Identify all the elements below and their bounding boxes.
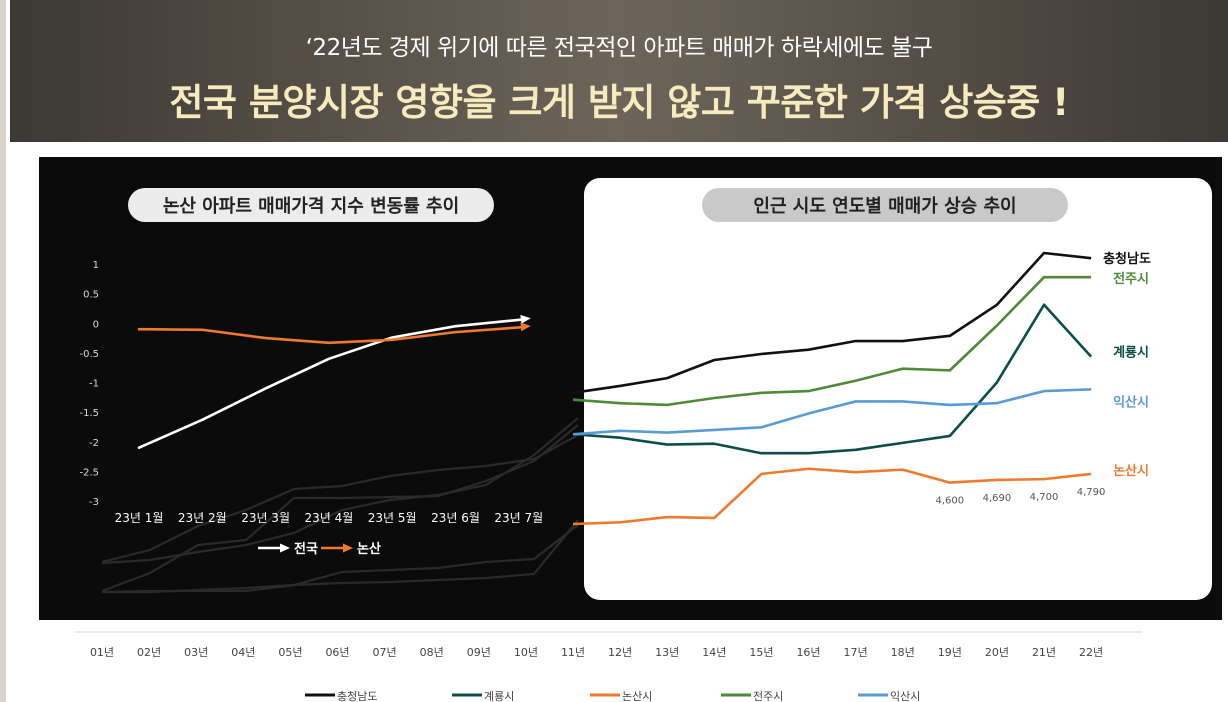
bottom-x-tick-label: 20년 xyxy=(985,646,1009,659)
bottom-x-tick-label: 11년 xyxy=(561,646,585,659)
right-series-label: 충청남도 xyxy=(1103,251,1151,267)
right-series-label: 익산시 xyxy=(1113,394,1149,410)
point-labels: 4,600 4,690 4,700 4,790 xyxy=(935,487,1105,507)
right-series-label: 계룡시 xyxy=(1113,346,1149,361)
left-chart-title-pill xyxy=(128,188,494,222)
left-y-tick-label: -3 xyxy=(89,497,99,508)
bottom-legend-label: 계룡시 xyxy=(484,690,514,702)
bottom-x-tick-label: 09년 xyxy=(467,646,491,659)
bottom-x-tick-label: 07년 xyxy=(373,646,397,659)
header-subtitle: ‘22년도 경제 위기에 따른 전국적인 아파트 매매가 하락세에도 불구 xyxy=(305,35,933,61)
ghost-line-0 xyxy=(101,434,579,564)
bottom-x-tick-label: 01년 xyxy=(90,646,114,659)
left-y-tick-label: -1 xyxy=(89,379,99,390)
bottom-legend-label: 충청남도 xyxy=(337,690,377,702)
left-chart-title: 논산 아파트 매매가격 지수 변동률 추이 xyxy=(163,196,459,217)
bottom-x-tick-label: 04년 xyxy=(231,646,255,659)
left-y-tick-label: 1 xyxy=(93,260,99,271)
left-series-line-전국 xyxy=(137,317,527,449)
left-x-axis: 23년 1월 23년 2월 23년 3월 23년 4월 23년 5월 23년 6월 23년 … xyxy=(115,511,544,525)
bottom-x-tick-label: 10년 xyxy=(514,646,538,659)
bottom-x-axis: 01년 02년 03년 04년 05년 06년 07년 08년 09년 10년 11년 12년 13년 1… xyxy=(90,646,1103,659)
ghost-line-1 xyxy=(101,424,579,593)
left-x-tick-label: 23년 4월 xyxy=(304,511,353,525)
white-panel xyxy=(584,178,1212,600)
left-x-tick-label: 23년 2월 xyxy=(178,511,227,525)
bottom-x-tick-label: 05년 xyxy=(278,646,302,659)
left-y-axis: 1 0.5 0 -0.5 -1 -1.5 -2 -2.5 -3 xyxy=(79,260,99,508)
right-series xyxy=(572,251,1093,526)
ghost-line-3 xyxy=(101,417,579,565)
bottom-x-tick-label: 02년 xyxy=(137,646,161,659)
bottom-legend-label: 전주시 xyxy=(753,690,783,702)
bottom-x-tick-label: 14년 xyxy=(702,646,726,659)
point-label: 4,690 xyxy=(983,493,1012,504)
left-y-tick-label: 0.5 xyxy=(83,290,99,301)
left-y-tick-label: -2.5 xyxy=(79,467,99,478)
left-legend-arrow xyxy=(280,543,290,553)
bottom-legend-label: 익산시 xyxy=(890,690,920,702)
header-banner: ‘22년도 경제 위기에 따른 전국적인 아파트 매매가 하락세에도 불구 전국… xyxy=(10,0,1228,142)
left-x-tick-label: 23년 6월 xyxy=(431,511,480,525)
ghost-line-2 xyxy=(101,524,579,594)
left-legend-label: 논산 xyxy=(357,541,381,557)
bottom-x-tick-label: 03년 xyxy=(184,646,208,659)
bottom-x-tick-label: 16년 xyxy=(796,646,820,659)
bottom-x-tick-label: 13년 xyxy=(655,646,679,659)
bottom-x-tick-label: 17년 xyxy=(844,646,868,659)
header-title: 전국 분양시장 영향을 크게 받지 않고 꾸준한 가격 상승중 ! xyxy=(169,81,1069,124)
right-series-line-계룡시 xyxy=(572,303,1093,455)
right-series-line-전주시 xyxy=(572,275,1092,407)
dark-panel xyxy=(39,157,1222,620)
left-legend-arrow xyxy=(343,543,353,553)
right-chart-title: 인근 시도 연도별 매매가 상승 추이 xyxy=(753,196,1016,217)
ghost-line-4 xyxy=(102,519,579,594)
right-series-line-논산시 xyxy=(572,467,1092,526)
bottom-x-tick-label: 12년 xyxy=(608,646,632,659)
left-x-tick-label: 23년 7월 xyxy=(494,511,543,525)
left-series-line-논산 xyxy=(137,325,527,345)
left-series-arrow-논산 xyxy=(520,322,531,332)
left-legend: 전국 논산 xyxy=(258,541,381,557)
bottom-x-tick-label: 21년 xyxy=(1032,646,1056,659)
bottom-x-tick-label: 18년 xyxy=(891,646,915,659)
point-label: 4,600 xyxy=(935,496,964,507)
bottom-x-tick-label: 15년 xyxy=(749,646,773,659)
right-series-line-익산시 xyxy=(572,388,1092,436)
left-y-tick-label: -2 xyxy=(89,438,99,449)
bottom-x-tick-label: 22년 xyxy=(1079,646,1103,659)
left-x-tick-label: 23년 3월 xyxy=(241,511,290,525)
ghost-lines xyxy=(101,417,579,594)
left-series-arrow-전국 xyxy=(520,314,531,324)
bottom-x-tick-label: 08년 xyxy=(420,646,444,659)
left-x-tick-label: 23년 5월 xyxy=(368,511,417,525)
bottom-legend: 충청남도 계룡시 논산시 전주시 익산시 xyxy=(305,690,920,702)
left-y-tick-label: 0 xyxy=(93,319,99,330)
left-y-tick-label: -0.5 xyxy=(79,349,99,360)
left-x-tick-label: 23년 1월 xyxy=(115,511,164,525)
bottom-x-tick-label: 06년 xyxy=(325,646,349,659)
left-legend-label: 전국 xyxy=(294,541,318,557)
right-chart-title-pill xyxy=(702,188,1068,222)
left-series xyxy=(137,314,531,449)
right-series-line-충청남도 xyxy=(572,251,1092,395)
left-y-tick-label: -1.5 xyxy=(79,408,99,419)
bottom-x-tick-label: 19년 xyxy=(938,646,962,659)
right-series-label: 논산시 xyxy=(1113,463,1149,479)
point-label: 4,790 xyxy=(1077,487,1106,498)
left-edge-strip xyxy=(0,0,6,702)
point-label: 4,700 xyxy=(1030,492,1059,503)
bottom-legend-label: 논산시 xyxy=(622,690,652,702)
right-series-label: 전주시 xyxy=(1113,271,1149,287)
